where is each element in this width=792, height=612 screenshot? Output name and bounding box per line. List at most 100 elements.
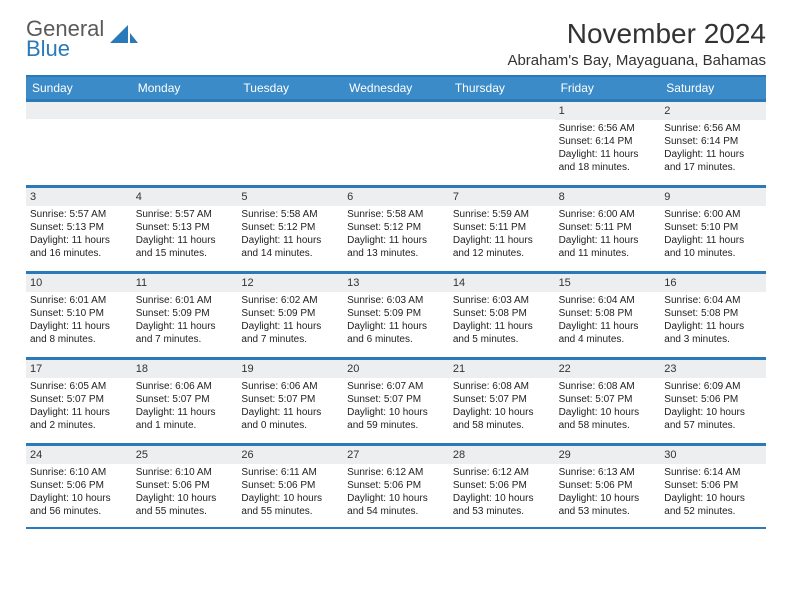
sunset-text: Sunset: 5:10 PM — [664, 221, 762, 234]
daylight-text: Daylight: 11 hours and 15 minutes. — [136, 234, 234, 260]
day-number: 22 — [555, 360, 661, 378]
day-number: 19 — [237, 360, 343, 378]
daylight-text: Daylight: 11 hours and 14 minutes. — [241, 234, 339, 260]
day-body: Sunrise: 6:03 AMSunset: 5:09 PMDaylight:… — [343, 292, 449, 350]
day-number: 16 — [660, 274, 766, 292]
sunset-text: Sunset: 5:07 PM — [347, 393, 445, 406]
day-body: Sunrise: 6:56 AMSunset: 6:14 PMDaylight:… — [660, 120, 766, 178]
day-body: Sunrise: 6:04 AMSunset: 5:08 PMDaylight:… — [660, 292, 766, 350]
daylight-text: Daylight: 10 hours and 57 minutes. — [664, 406, 762, 432]
day-body: Sunrise: 6:05 AMSunset: 5:07 PMDaylight:… — [26, 378, 132, 436]
brand-word-2: Blue — [26, 38, 104, 60]
sunrise-text: Sunrise: 6:02 AM — [241, 294, 339, 307]
calendar-day: 3Sunrise: 5:57 AMSunset: 5:13 PMDaylight… — [26, 187, 132, 271]
calendar-day: 29Sunrise: 6:13 AMSunset: 5:06 PMDayligh… — [555, 445, 661, 529]
sunrise-text: Sunrise: 6:04 AM — [559, 294, 657, 307]
day-body: Sunrise: 6:07 AMSunset: 5:07 PMDaylight:… — [343, 378, 449, 436]
day-body: Sunrise: 6:06 AMSunset: 5:07 PMDaylight:… — [132, 378, 238, 436]
calendar-day: 16Sunrise: 6:04 AMSunset: 5:08 PMDayligh… — [660, 273, 766, 357]
sunset-text: Sunset: 5:10 PM — [30, 307, 128, 320]
calendar-week: 17Sunrise: 6:05 AMSunset: 5:07 PMDayligh… — [26, 357, 766, 443]
calendar-day: 1Sunrise: 6:56 AMSunset: 6:14 PMDaylight… — [555, 101, 661, 185]
calendar-day: 5Sunrise: 5:58 AMSunset: 5:12 PMDaylight… — [237, 187, 343, 271]
daylight-text: Daylight: 11 hours and 12 minutes. — [453, 234, 551, 260]
sunrise-text: Sunrise: 6:01 AM — [30, 294, 128, 307]
day-number — [26, 102, 132, 119]
daylight-text: Daylight: 11 hours and 5 minutes. — [453, 320, 551, 346]
sunset-text: Sunset: 5:06 PM — [30, 479, 128, 492]
daylight-text: Daylight: 11 hours and 18 minutes. — [559, 148, 657, 174]
day-number: 26 — [237, 446, 343, 464]
day-header: Friday — [555, 77, 661, 99]
day-number — [132, 102, 238, 119]
title-block: November 2024 Abraham's Bay, Mayaguana, … — [507, 18, 766, 69]
day-number: 8 — [555, 188, 661, 206]
sunrise-text: Sunrise: 5:58 AM — [347, 208, 445, 221]
daylight-text: Daylight: 11 hours and 0 minutes. — [241, 406, 339, 432]
sunrise-text: Sunrise: 6:56 AM — [664, 122, 762, 135]
sunset-text: Sunset: 5:06 PM — [136, 479, 234, 492]
sunrise-text: Sunrise: 6:06 AM — [136, 380, 234, 393]
daylight-text: Daylight: 11 hours and 2 minutes. — [30, 406, 128, 432]
day-body: Sunrise: 6:02 AMSunset: 5:09 PMDaylight:… — [237, 292, 343, 350]
calendar-day: 22Sunrise: 6:08 AMSunset: 5:07 PMDayligh… — [555, 359, 661, 443]
sunrise-text: Sunrise: 6:09 AM — [664, 380, 762, 393]
sunset-text: Sunset: 6:14 PM — [559, 135, 657, 148]
daylight-text: Daylight: 11 hours and 4 minutes. — [559, 320, 657, 346]
day-body: Sunrise: 6:10 AMSunset: 5:06 PMDaylight:… — [26, 464, 132, 522]
calendar-week: 10Sunrise: 6:01 AMSunset: 5:10 PMDayligh… — [26, 271, 766, 357]
sunrise-text: Sunrise: 6:56 AM — [559, 122, 657, 135]
daylight-text: Daylight: 11 hours and 13 minutes. — [347, 234, 445, 260]
calendar-day: 6Sunrise: 5:58 AMSunset: 5:12 PMDaylight… — [343, 187, 449, 271]
calendar-day: 17Sunrise: 6:05 AMSunset: 5:07 PMDayligh… — [26, 359, 132, 443]
day-number: 10 — [26, 274, 132, 292]
daylight-text: Daylight: 10 hours and 53 minutes. — [453, 492, 551, 518]
calendar-day — [343, 101, 449, 185]
daylight-text: Daylight: 10 hours and 58 minutes. — [453, 406, 551, 432]
calendar-week: 24Sunrise: 6:10 AMSunset: 5:06 PMDayligh… — [26, 443, 766, 529]
sunset-text: Sunset: 5:07 PM — [30, 393, 128, 406]
day-number: 17 — [26, 360, 132, 378]
daylight-text: Daylight: 10 hours and 58 minutes. — [559, 406, 657, 432]
sunset-text: Sunset: 5:08 PM — [664, 307, 762, 320]
sunset-text: Sunset: 5:11 PM — [453, 221, 551, 234]
sunrise-text: Sunrise: 6:12 AM — [347, 466, 445, 479]
day-number: 2 — [660, 102, 766, 120]
sunrise-text: Sunrise: 6:01 AM — [136, 294, 234, 307]
day-number: 20 — [343, 360, 449, 378]
header: General Blue November 2024 Abraham's Bay… — [26, 18, 766, 69]
sunrise-text: Sunrise: 6:03 AM — [347, 294, 445, 307]
day-body: Sunrise: 6:00 AMSunset: 5:10 PMDaylight:… — [660, 206, 766, 264]
daylight-text: Daylight: 11 hours and 16 minutes. — [30, 234, 128, 260]
day-body: Sunrise: 6:01 AMSunset: 5:09 PMDaylight:… — [132, 292, 238, 350]
calendar-day: 2Sunrise: 6:56 AMSunset: 6:14 PMDaylight… — [660, 101, 766, 185]
day-header: Thursday — [449, 77, 555, 99]
daylight-text: Daylight: 10 hours and 55 minutes. — [241, 492, 339, 518]
day-number: 4 — [132, 188, 238, 206]
calendar-day: 8Sunrise: 6:00 AMSunset: 5:11 PMDaylight… — [555, 187, 661, 271]
calendar-week: 1Sunrise: 6:56 AMSunset: 6:14 PMDaylight… — [26, 99, 766, 185]
sunrise-text: Sunrise: 5:59 AM — [453, 208, 551, 221]
daylight-text: Daylight: 11 hours and 1 minute. — [136, 406, 234, 432]
day-body: Sunrise: 6:04 AMSunset: 5:08 PMDaylight:… — [555, 292, 661, 350]
sunrise-text: Sunrise: 6:12 AM — [453, 466, 551, 479]
sunset-text: Sunset: 5:06 PM — [664, 393, 762, 406]
calendar: Sunday Monday Tuesday Wednesday Thursday… — [26, 75, 766, 529]
day-number — [237, 102, 343, 119]
daylight-text: Daylight: 11 hours and 3 minutes. — [664, 320, 762, 346]
calendar-week: 3Sunrise: 5:57 AMSunset: 5:13 PMDaylight… — [26, 185, 766, 271]
day-header-row: Sunday Monday Tuesday Wednesday Thursday… — [26, 77, 766, 99]
day-number: 27 — [343, 446, 449, 464]
calendar-day: 9Sunrise: 6:00 AMSunset: 5:10 PMDaylight… — [660, 187, 766, 271]
location: Abraham's Bay, Mayaguana, Bahamas — [507, 52, 766, 69]
calendar-day: 20Sunrise: 6:07 AMSunset: 5:07 PMDayligh… — [343, 359, 449, 443]
day-number: 9 — [660, 188, 766, 206]
day-body: Sunrise: 6:09 AMSunset: 5:06 PMDaylight:… — [660, 378, 766, 436]
calendar-day: 18Sunrise: 6:06 AMSunset: 5:07 PMDayligh… — [132, 359, 238, 443]
day-body: Sunrise: 5:58 AMSunset: 5:12 PMDaylight:… — [343, 206, 449, 264]
day-number: 18 — [132, 360, 238, 378]
day-number: 23 — [660, 360, 766, 378]
day-number — [449, 102, 555, 119]
sunset-text: Sunset: 5:06 PM — [453, 479, 551, 492]
sunrise-text: Sunrise: 6:05 AM — [30, 380, 128, 393]
